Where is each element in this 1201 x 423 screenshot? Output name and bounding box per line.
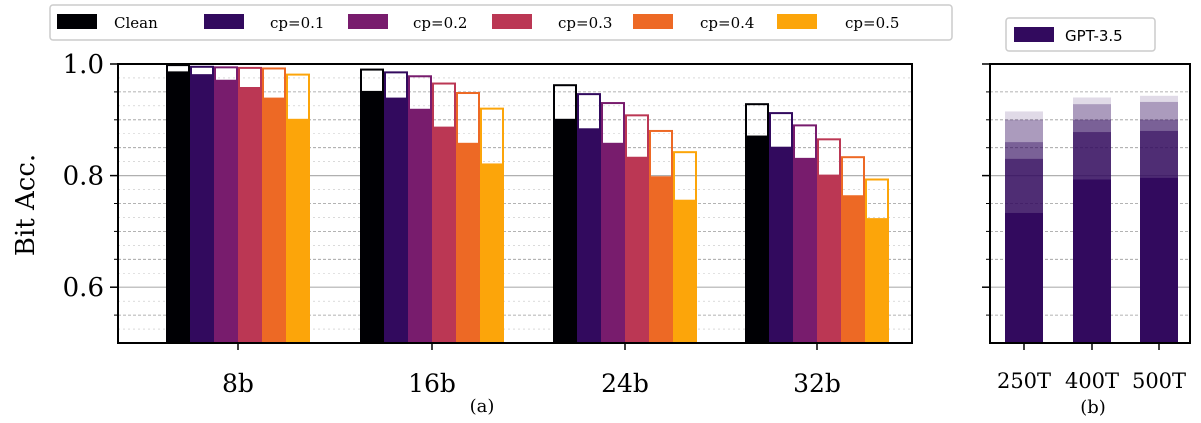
bar-outline-cp=0.4-32b xyxy=(841,156,865,198)
bar-cp=0.2-24b xyxy=(601,143,625,343)
bar-cp=0.2-8b xyxy=(214,80,238,344)
legend-label: Clean xyxy=(114,14,158,32)
bar-GPT-3.5-250T xyxy=(1005,212,1043,343)
bar-outline-cp=0.4-8b xyxy=(262,67,286,100)
bar-outline-Clean-16b xyxy=(360,68,384,93)
bar-GPT-3.5-500T xyxy=(1140,177,1178,343)
bar-Clean-24b xyxy=(553,119,577,343)
bar-cp=0.2-32b xyxy=(793,158,817,343)
legend-label: GPT-3.5 xyxy=(1065,27,1123,45)
x-tick-label: 16b xyxy=(408,369,456,398)
y-tick-label: 0.8 xyxy=(63,162,104,192)
bar-outline-cp=0.1-32b xyxy=(769,112,793,149)
bar-outline-Clean-24b xyxy=(553,84,577,121)
bar-cp=0.4-16b xyxy=(456,143,480,343)
bar-outline-cp=0.2-32b xyxy=(793,124,817,160)
bar-outline-cp=0.2-8b xyxy=(214,66,238,82)
bar-Clean-8b xyxy=(166,72,190,344)
y-tick-label: 1.0 xyxy=(63,50,104,80)
bar-outline-cp=0.3-24b xyxy=(625,114,649,159)
bar-outline-Clean-8b xyxy=(166,64,190,74)
bar-outline-cp=0.3-8b xyxy=(238,66,262,89)
bar-GPT-3.5-400T xyxy=(1073,179,1111,343)
legend-label: cp=0.5 xyxy=(845,14,899,32)
y-tick-label: 0.6 xyxy=(63,273,104,303)
panel-b-caption: (b) xyxy=(1080,397,1106,418)
bar-cp=0.4-8b xyxy=(262,98,286,343)
panel-b-legend-box xyxy=(1005,17,1156,52)
bar-cp=0.1-8b xyxy=(190,75,214,343)
bar-outline-cp=0.4-16b xyxy=(456,92,480,145)
panel-b-x-ticks: 250T 400T 500T xyxy=(997,343,1186,393)
legend-swatch-cp=0.3 xyxy=(492,14,532,29)
bar-outline-Clean-32b xyxy=(745,103,769,138)
panel-b: 250T 400T 500T (b) GPT-3.5 xyxy=(982,17,1191,418)
bar-outline-cp=0.5-8b xyxy=(286,73,310,121)
panel-a-x-ticks: 8b 16b 24b 32b xyxy=(222,343,841,398)
bar-cp=0.1-32b xyxy=(769,147,793,343)
x-tick-label: 32b xyxy=(793,369,841,398)
bar-outline-cp=0.5-16b xyxy=(480,107,504,166)
legend-swatch-cp=0.1 xyxy=(204,14,244,29)
bar-outline-cp=0.1-16b xyxy=(384,71,408,100)
bar-outline-cp=0.5-24b xyxy=(673,151,697,202)
panel-a-caption: (a) xyxy=(470,396,495,417)
bar-cp=0.5-32b xyxy=(865,219,889,343)
legend-swatch-Clean xyxy=(57,14,97,29)
bar-outline-cp=0.1-24b xyxy=(577,93,601,131)
legend-swatch-cp=0.2 xyxy=(348,14,388,29)
x-tick-label: 400T xyxy=(1065,369,1119,393)
panel-a-y-ticks: 0.6 0.8 1.0 xyxy=(63,50,118,316)
bar-cp=0.1-16b xyxy=(384,98,408,343)
panel-a-y-axis-label: Bit Acc. xyxy=(11,154,41,256)
bar-outline-cp=0.4-24b xyxy=(649,129,673,179)
legend-label: cp=0.3 xyxy=(558,14,612,32)
bar-cp=0.4-24b xyxy=(649,177,673,343)
bar-cp=0.1-24b xyxy=(577,129,601,343)
bar-outline-cp=0.2-24b xyxy=(601,102,625,145)
bar-cp=0.3-8b xyxy=(238,87,262,343)
bar-cp=0.3-24b xyxy=(625,157,649,343)
legend-swatch-GPT-3.5 xyxy=(1014,27,1054,42)
bar-outline-cp=0.1-8b xyxy=(190,65,214,77)
legend-label: cp=0.4 xyxy=(700,14,754,32)
bar-cp=0.3-16b xyxy=(432,127,456,343)
bar-cp=0.5-8b xyxy=(286,119,310,343)
bar-cp=0.5-16b xyxy=(480,164,504,343)
bar-outline-cp=0.3-16b xyxy=(432,82,456,129)
legend-swatch-cp=0.5 xyxy=(777,14,817,29)
panel-b-bars xyxy=(1005,95,1178,344)
panel-a-legend: Clean cp=0.1 cp=0.2 cp=0.3 cp=0.4 cp=0.5 xyxy=(49,4,953,41)
panel-b-legend: GPT-3.5 xyxy=(1005,17,1156,52)
panel-b-y-ticks xyxy=(982,63,990,316)
bar-cp=0.3-32b xyxy=(817,175,841,343)
x-tick-label: 24b xyxy=(601,369,649,398)
x-tick-label: 500T xyxy=(1132,369,1186,393)
bar-cp=0.5-24b xyxy=(673,200,697,343)
bar-cp=0.2-16b xyxy=(408,109,432,343)
legend-label: cp=0.2 xyxy=(413,14,467,32)
panel-a-bars xyxy=(166,64,889,344)
bar-outline-cp=0.5-32b xyxy=(865,178,889,221)
legend-label: cp=0.1 xyxy=(270,14,324,32)
x-tick-label: 8b xyxy=(222,369,254,398)
bar-cp=0.4-32b xyxy=(841,196,865,343)
bar-Clean-32b xyxy=(745,136,769,343)
panel-a: 0.6 0.8 1.0 8b 16b 24b 32b Bit Acc. (a) Clean… xyxy=(11,4,953,417)
bar-outline-cp=0.2-16b xyxy=(408,75,432,111)
legend-swatch-cp=0.4 xyxy=(633,14,673,29)
bar-outline-cp=0.3-32b xyxy=(817,138,841,177)
x-tick-label: 250T xyxy=(997,369,1051,393)
bar-Clean-16b xyxy=(360,91,384,344)
